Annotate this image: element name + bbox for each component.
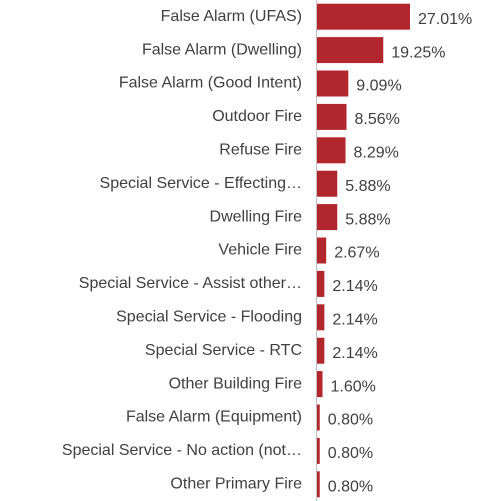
data-label: 8.56% (354, 111, 399, 128)
data-label: 27.01% (418, 11, 472, 28)
bar (317, 404, 320, 431)
data-label: 2.67% (334, 245, 379, 262)
data-label: 1.60% (331, 378, 376, 395)
bar (317, 270, 325, 297)
bar (317, 70, 349, 97)
data-label: 0.80% (328, 412, 373, 429)
category-label: Special Service - RTC (145, 342, 302, 359)
category-label: False Alarm (Good Intent) (119, 75, 302, 92)
category-label: Other Primary Fire (170, 476, 302, 493)
data-label: 0.80% (328, 445, 373, 462)
data-label: 8.29% (354, 145, 399, 162)
category-label: Special Service - Effecting… (100, 175, 302, 192)
data-label: 2.14% (332, 345, 377, 362)
bar (317, 237, 327, 264)
data-label: 5.88% (345, 211, 390, 228)
data-label: 9.09% (356, 78, 401, 95)
data-label: 0.80% (328, 479, 373, 496)
category-label: Special Service - Flooding (116, 309, 302, 326)
bar (317, 337, 325, 364)
data-label: 5.88% (345, 178, 390, 195)
category-label: Refuse Fire (219, 142, 302, 159)
category-label: Other Building Fire (169, 375, 302, 392)
category-label: Dwelling Fire (210, 208, 303, 225)
bar (317, 103, 347, 130)
category-label: Special Service - No action (not… (62, 442, 302, 459)
category-label: False Alarm (Equipment) (126, 409, 302, 426)
category-label: False Alarm (UFAS) (161, 8, 302, 25)
bar (317, 304, 325, 331)
data-label: 2.14% (332, 278, 377, 295)
bar (317, 204, 338, 231)
category-label: Special Service - Assist other… (79, 275, 302, 292)
bar (317, 137, 346, 164)
bar (317, 37, 384, 64)
bar (317, 471, 320, 498)
category-label: False Alarm (Dwelling) (142, 41, 302, 58)
bar (317, 371, 323, 398)
data-label: 19.25% (391, 44, 445, 61)
category-label: Outdoor Fire (212, 108, 302, 125)
bar (317, 437, 320, 464)
category-label: Vehicle Fire (218, 242, 302, 259)
bar (317, 170, 338, 197)
data-label: 2.14% (332, 312, 377, 329)
bar (317, 3, 410, 30)
